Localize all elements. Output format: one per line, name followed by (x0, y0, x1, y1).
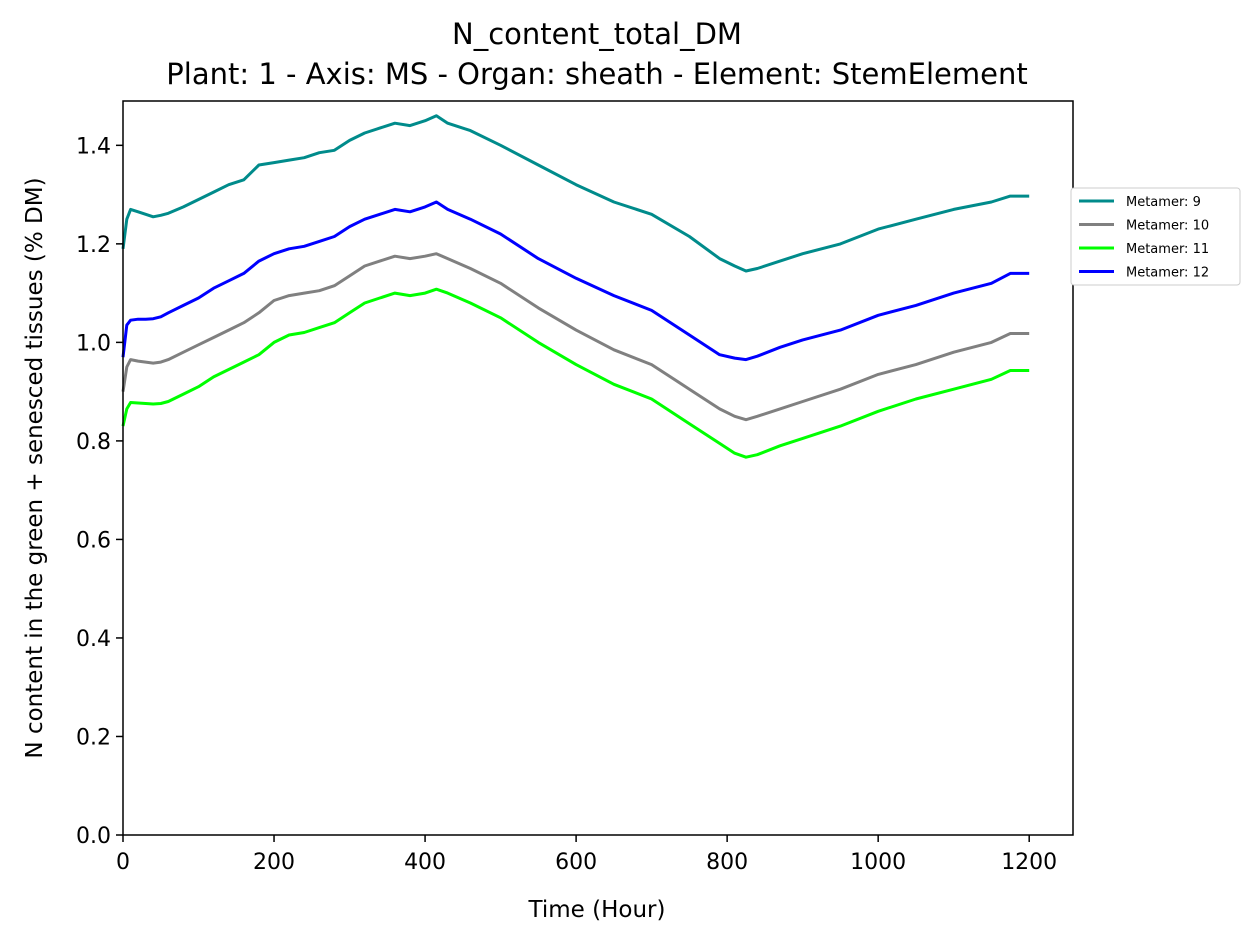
x-tick-label: 600 (555, 850, 597, 875)
plot-frame (122, 100, 1074, 836)
series-layer (121, 114, 1030, 459)
y-tick-label: 0.4 (76, 627, 111, 652)
series-line-1 (121, 114, 1030, 273)
y-axis: 0.0 0.2 0.4 0.6 0.8 1.0 1.2 1.4 (76, 134, 123, 849)
x-axis: 0 200 400 600 800 1000 1200 (116, 835, 1057, 875)
series-line-3 (121, 287, 1030, 459)
legend-items: Metamer: 9 Metamer: 10 Metamer: 11 Metamer:… (1079, 195, 1209, 281)
y-tick-label: 0.8 (76, 430, 111, 455)
series-line-2 (121, 252, 1030, 422)
y-tick-label: 1.2 (76, 233, 111, 258)
x-tick-label: 800 (706, 850, 748, 875)
series-line-4 (121, 200, 1030, 362)
y-tick-label: 0.0 (76, 824, 111, 849)
chart-subtitle: Plant: 1 - Axis: MS - Organ: sheath - El… (166, 57, 1027, 91)
chart-title: N_content_total_DM (452, 17, 742, 51)
x-tick-label: 0 (116, 850, 130, 875)
legend: Metamer: 9 Metamer: 10 Metamer: 11 Metamer:… (1070, 187, 1241, 286)
y-tick-label: 0.2 (76, 725, 111, 750)
y-tick-label: 1.0 (76, 331, 111, 356)
legend-box (1070, 187, 1241, 286)
legend-label-4: Metamer: 12 (1126, 266, 1209, 281)
y-axis-label: N content in the green + senesced tissue… (22, 177, 48, 758)
legend-label-1: Metamer: 9 (1126, 195, 1201, 210)
legend-label-3: Metamer: 11 (1126, 242, 1209, 257)
x-axis-label: Time (Hour) (528, 897, 666, 923)
y-tick-label: 1.4 (76, 134, 111, 159)
x-tick-label: 1000 (850, 850, 906, 875)
x-tick-label: 200 (253, 850, 295, 875)
x-tick-label: 1200 (1001, 850, 1057, 875)
y-tick-label: 0.6 (76, 528, 111, 553)
legend-label-2: Metamer: 10 (1126, 219, 1209, 234)
x-tick-label: 400 (404, 850, 446, 875)
